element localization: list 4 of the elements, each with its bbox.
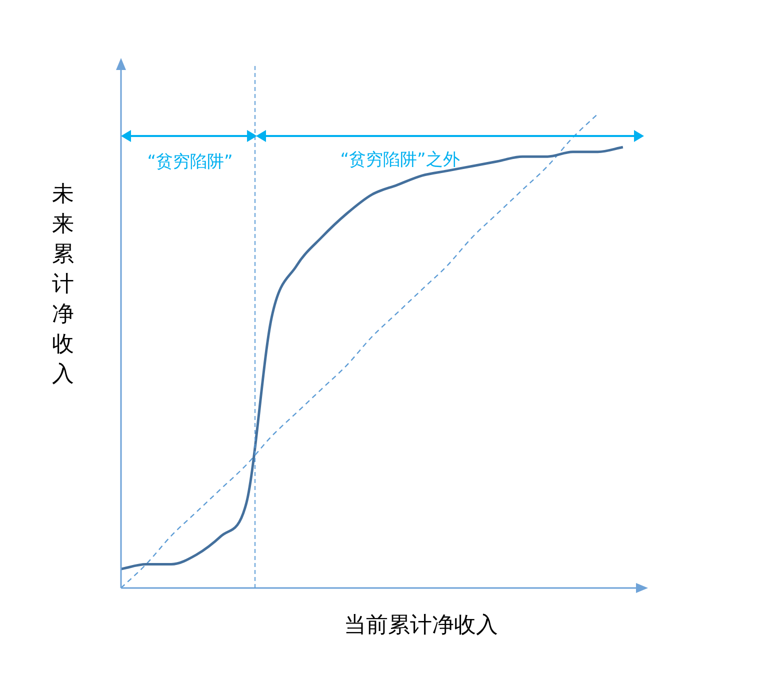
- y-axis-title: 未来累计净收入: [51, 181, 75, 389]
- annotation: “贫穷陷阱”之外: [340, 149, 460, 171]
- x-axis-title: 当前累计净收入: [344, 612, 498, 640]
- annotation: “贫穷陷阱”: [147, 151, 233, 173]
